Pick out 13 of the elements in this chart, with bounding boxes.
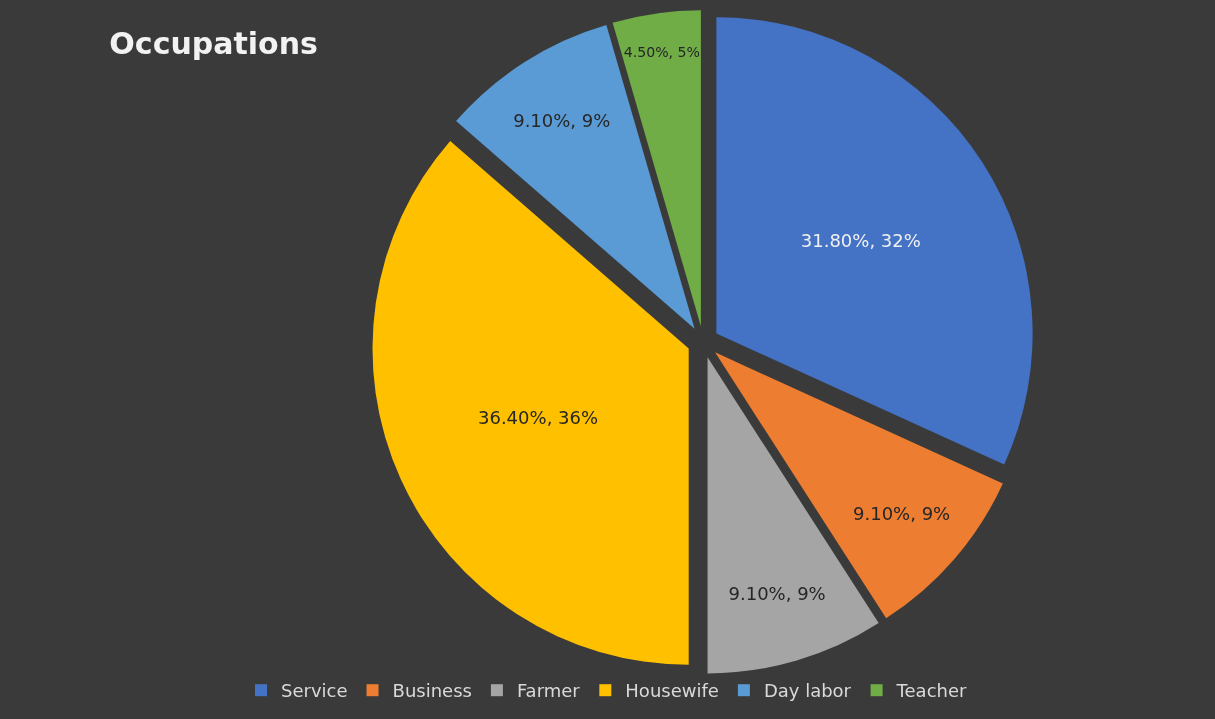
legend-label: Housewife (625, 680, 719, 702)
data-label: 9.10%, 9% (853, 503, 951, 525)
legend-label: Business (392, 680, 472, 702)
legend-label: Service (281, 680, 348, 702)
data-label: 9.10%, 9% (728, 583, 826, 605)
legend-label: Teacher (895, 680, 968, 702)
data-label: 36.40%, 36% (478, 406, 599, 428)
data-label: 9.10%, 9% (513, 110, 611, 132)
legend-label: Day labor (763, 680, 852, 702)
data-label: 4.50%, 5% (623, 44, 700, 61)
data-label: 31.80%, 32% (800, 230, 921, 252)
text: Occupations (109, 25, 318, 61)
legend-label: Farmer (516, 680, 581, 702)
